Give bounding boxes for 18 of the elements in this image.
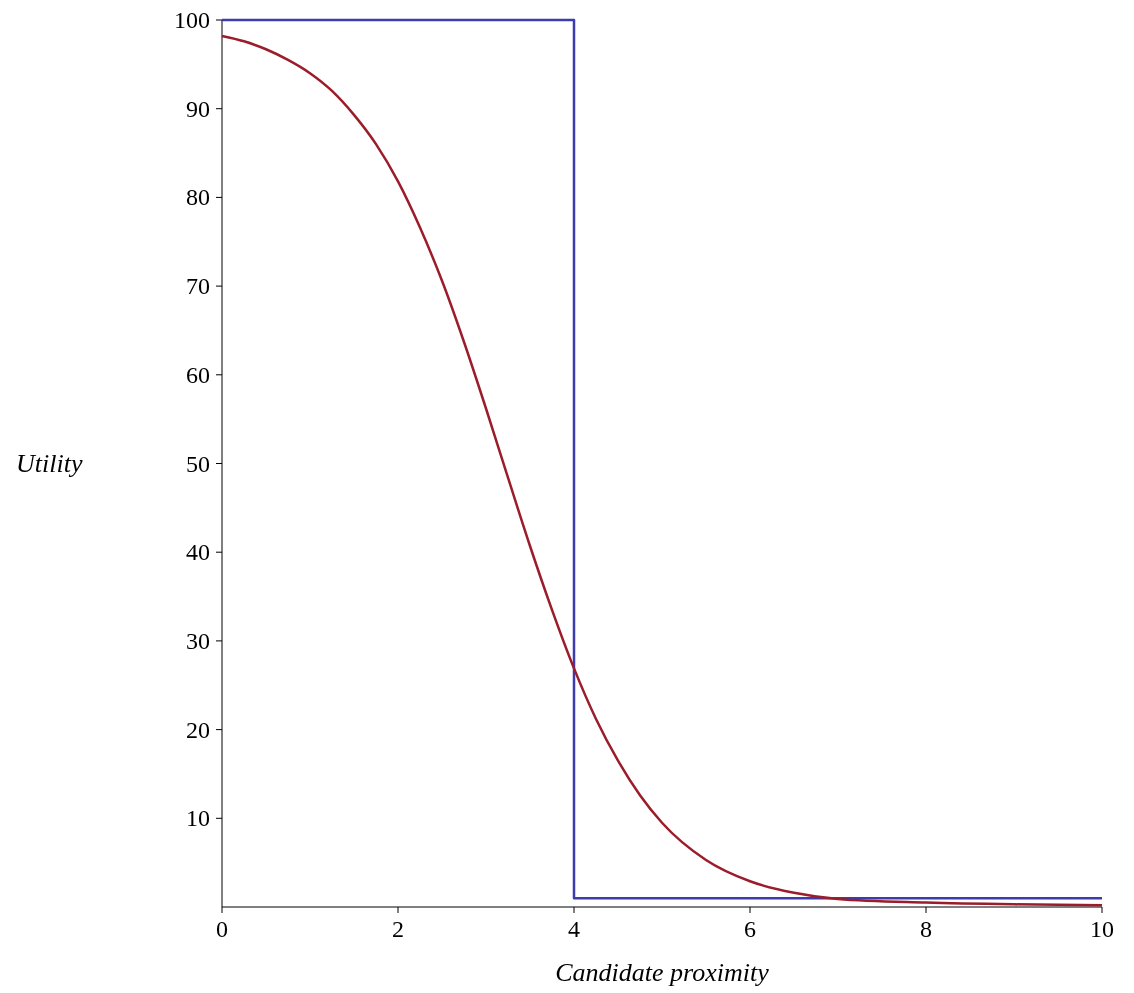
x-tick-label: 0 <box>216 916 228 942</box>
x-tick-label: 4 <box>568 916 580 942</box>
y-axis-title: Utility <box>16 448 83 478</box>
y-tick-label: 90 <box>186 95 210 122</box>
y-tick-label: 70 <box>186 273 210 300</box>
y-tick-label: 50 <box>186 450 210 477</box>
y-tick-label: 60 <box>186 361 210 388</box>
x-tick-label: 8 <box>920 916 932 942</box>
x-axis-title: Candidate proximity <box>555 958 770 987</box>
y-tick-label: 20 <box>186 716 210 743</box>
y-tick-label: 30 <box>186 627 210 654</box>
y-tick-label: 100 <box>174 7 210 33</box>
y-tick-label: 80 <box>186 184 210 211</box>
x-tick-label: 6 <box>744 916 756 942</box>
y-tick-label: 10 <box>186 805 210 832</box>
x-tick-label: 2 <box>392 916 404 942</box>
y-tick-label: 40 <box>186 539 210 566</box>
x-tick-label: 10 <box>1090 916 1114 942</box>
